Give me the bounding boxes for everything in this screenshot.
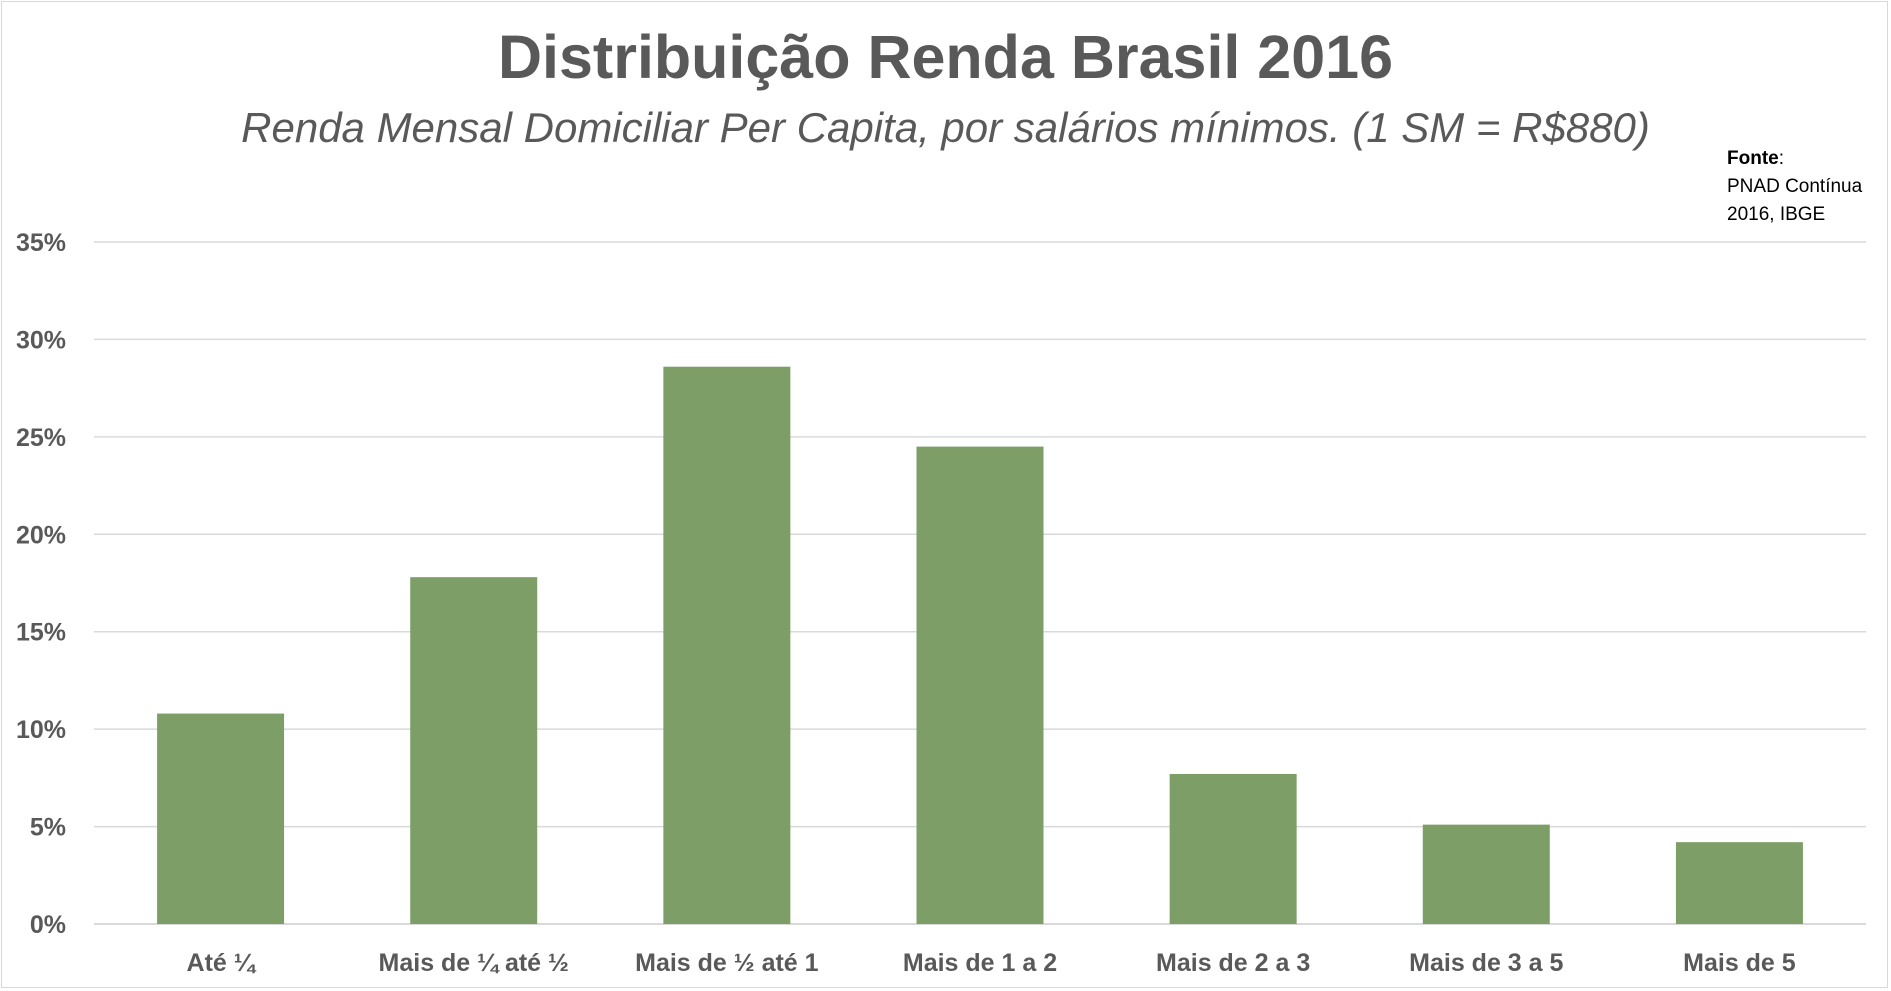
x-axis-ticks: Até ¼ Mais de ¼ até ½ Mais de ½ até 1 Mais … [187,949,1796,977]
bar [1422,824,1550,924]
y-tick-label: 5% [30,814,66,842]
x-tick-label: Mais de ¼ até ½ [379,949,569,977]
x-tick-label: Até ¼ [187,949,257,977]
y-tick-label: 25% [16,424,66,452]
y-tick-label: 20% [16,521,66,549]
source-label: Fonte [1727,148,1779,169]
y-axis-ticks: 0% 5% 10% 15% 20% 25% 30% 35% [16,229,66,939]
chart-title: Distribuição Renda Brasil 2016 [497,23,1393,91]
bar [157,713,285,924]
bar [663,366,791,924]
source-note: Fonte: PNAD Contínua 2016, IBGE [1727,145,1887,229]
source-separator: : [1778,148,1784,169]
x-tick-label: Mais de 2 a 3 [1156,949,1310,977]
source-line-2: 2016, IBGE [1727,204,1826,225]
y-tick-label: 15% [16,619,66,647]
bar [916,446,1044,924]
x-tick-label: Mais de 1 a 2 [903,949,1057,977]
y-tick-label: 10% [16,716,66,744]
x-tick-label: Mais de 3 a 5 [1409,949,1563,977]
source-line-1: PNAD Contínua [1727,176,1863,197]
bars [157,366,1803,924]
x-tick-label: Mais de 5 [1683,949,1796,977]
chart-subtitle: Renda Mensal Domiciliar Per Capita, por … [241,104,1650,151]
y-tick-label: 30% [16,326,66,354]
x-tick-label: Mais de ½ até 1 [635,949,819,977]
bar [1169,773,1297,924]
bar [410,577,538,924]
y-tick-label: 0% [30,911,66,939]
y-tick-label: 35% [16,229,66,257]
bar [1675,842,1803,924]
